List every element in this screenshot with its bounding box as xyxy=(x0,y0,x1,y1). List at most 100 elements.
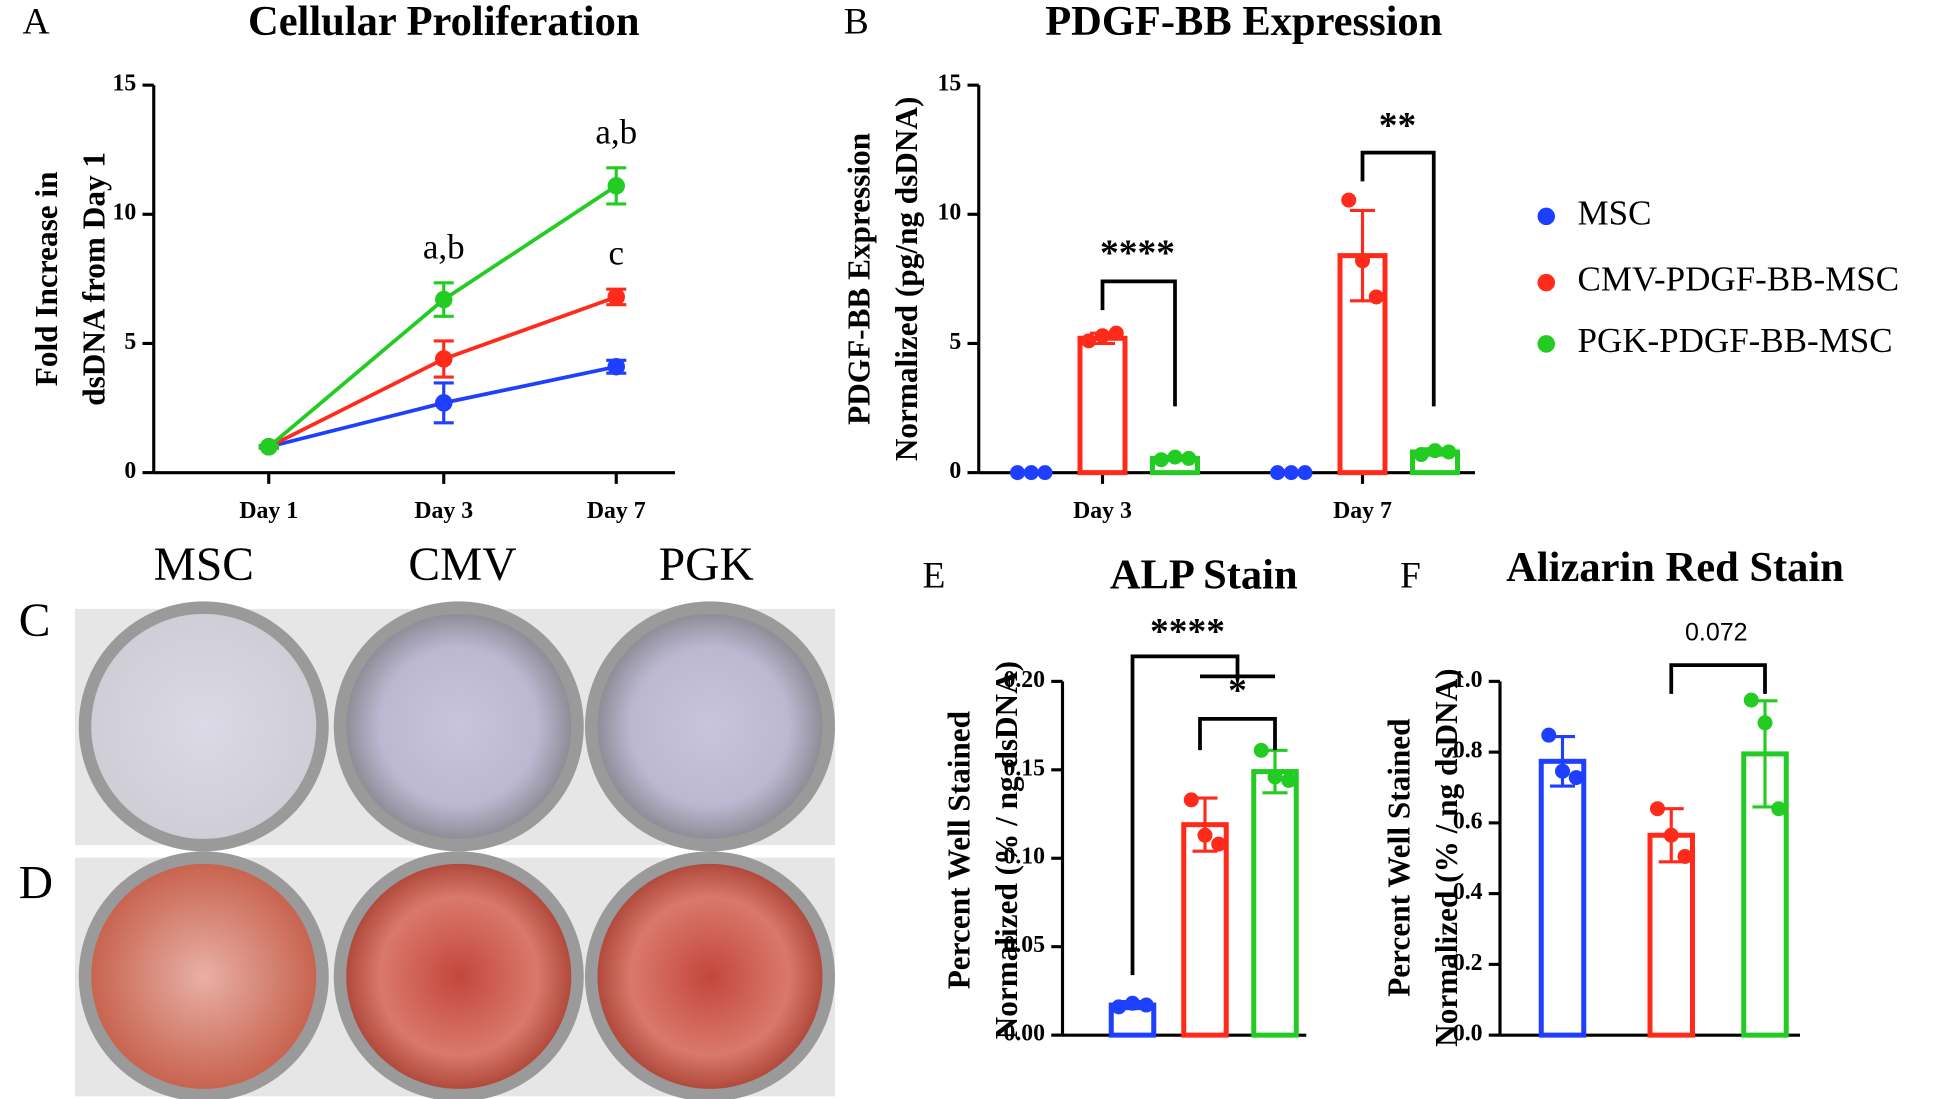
y-axis-label: Percent Well Stained xyxy=(1382,718,1417,997)
data-point xyxy=(1441,444,1457,460)
bar xyxy=(1538,758,1587,1038)
data-point xyxy=(1297,465,1313,481)
panel-label: B xyxy=(844,2,869,43)
column-label: MSC xyxy=(154,539,254,591)
y-tick-label: 0.05 xyxy=(1003,932,1045,958)
data-point xyxy=(1568,770,1584,786)
y-tick-label: 0.15 xyxy=(1003,755,1045,781)
y-tick-label: 0 xyxy=(124,458,136,484)
data-point xyxy=(1555,763,1570,779)
y-axis-label: Normalized (pg/ng dsDNA) xyxy=(889,97,924,462)
photo-panels: C D MSC CMV PGK xyxy=(19,539,835,1099)
data-point xyxy=(1368,289,1384,305)
y-tick-label: 0.10 xyxy=(1003,844,1045,870)
marker xyxy=(607,357,625,376)
y-tick-label: 0.00 xyxy=(1003,1021,1045,1047)
y-tick-label: 15 xyxy=(113,71,137,97)
chart-title: Alizarin Red Stain xyxy=(1506,544,1844,591)
y-axis-label: Normalized (% / ng dsDNA) xyxy=(1429,668,1464,1046)
marker xyxy=(607,177,625,195)
well xyxy=(346,863,572,1089)
x-tick-label: Day 7 xyxy=(1333,498,1392,524)
data-point xyxy=(1771,801,1787,817)
data-point xyxy=(1010,465,1025,481)
bar xyxy=(1251,769,1299,1038)
data-point xyxy=(1111,999,1127,1015)
data-point xyxy=(1743,692,1759,708)
significance-label: 0.072 xyxy=(1685,618,1748,646)
panel-label: C xyxy=(19,595,51,647)
y-tick-label: 0.2 xyxy=(1453,950,1483,976)
data-point xyxy=(1153,452,1169,468)
marker xyxy=(607,288,625,306)
bar xyxy=(1077,335,1128,476)
y-tick-label: 5 xyxy=(949,329,961,355)
y-axis-label: Percent Well Stained xyxy=(942,710,977,989)
y-tick-label: 0.6 xyxy=(1453,808,1483,834)
marker xyxy=(260,438,278,456)
annotation: a,b xyxy=(595,112,637,151)
marker xyxy=(435,290,453,309)
x-tick-label: Day 3 xyxy=(1073,498,1132,524)
y-tick-label: 15 xyxy=(938,71,962,97)
legend-marker xyxy=(1537,335,1555,353)
data-point xyxy=(1270,465,1285,481)
significance-bracket xyxy=(1130,654,1275,976)
y-tick-label: 10 xyxy=(113,200,137,226)
column-label: PGK xyxy=(659,539,754,591)
legend-label: PGK-PDGF-BB-MSC xyxy=(1578,321,1893,360)
y-axis-label: PDGF-BB Expression xyxy=(842,133,877,425)
data-point xyxy=(1037,465,1053,481)
chart-title: ALP Stain xyxy=(1110,552,1298,599)
data-point xyxy=(1650,801,1665,817)
legend-marker xyxy=(1537,207,1555,226)
panel-label: F xyxy=(1400,555,1421,596)
significance-label: **** xyxy=(1150,612,1225,653)
data-point xyxy=(1125,995,1140,1011)
well xyxy=(597,613,823,839)
data-point xyxy=(1211,836,1227,852)
data-point xyxy=(1183,792,1199,808)
y-tick-label: 0 xyxy=(949,458,961,484)
column-label: CMV xyxy=(408,539,516,591)
significance-bracket xyxy=(1360,150,1436,407)
x-tick-label: Day 7 xyxy=(587,498,646,524)
significance-label: **** xyxy=(1100,233,1175,274)
significance-bracket xyxy=(1100,279,1177,407)
data-point xyxy=(1413,447,1429,463)
data-point xyxy=(1253,742,1269,758)
panel-label: D xyxy=(19,858,53,910)
x-tick-label: Day 3 xyxy=(414,498,473,524)
annotation: c xyxy=(608,234,624,273)
data-point xyxy=(1095,328,1110,344)
data-point xyxy=(1341,192,1357,208)
bar xyxy=(1647,832,1695,1038)
y-axis-label: Fold Increase in xyxy=(29,172,64,387)
well xyxy=(597,863,823,1089)
y-axis-label: dsDNA from Day 1 xyxy=(77,152,112,406)
bar xyxy=(1181,822,1229,1038)
panel-label: A xyxy=(23,2,50,43)
annotation: a,b xyxy=(423,227,465,266)
y-tick-label: 0.20 xyxy=(1003,667,1045,693)
significance-label: * xyxy=(1228,670,1247,711)
y-axis-label: Normalized (% / ng dsDNA) xyxy=(989,661,1024,1039)
chart-title: PDGF-BB Expression xyxy=(1045,0,1442,45)
data-point xyxy=(1167,449,1183,465)
marker xyxy=(435,350,453,368)
data-point xyxy=(1663,827,1679,843)
y-tick-label: 1.0 xyxy=(1453,667,1483,693)
data-point xyxy=(1108,325,1124,341)
data-point xyxy=(1023,465,1039,481)
data-point xyxy=(1281,772,1297,788)
data-point xyxy=(1181,450,1197,466)
significance-bracket xyxy=(1198,717,1277,751)
panel-label: E xyxy=(923,555,946,596)
y-tick-label: 0.4 xyxy=(1453,879,1483,905)
data-point xyxy=(1427,443,1443,459)
y-tick-label: 10 xyxy=(938,200,962,226)
well xyxy=(91,863,317,1089)
legend-label: MSC xyxy=(1578,193,1652,232)
legend-label: CMV-PDGF-BB-MSC xyxy=(1578,260,1900,299)
